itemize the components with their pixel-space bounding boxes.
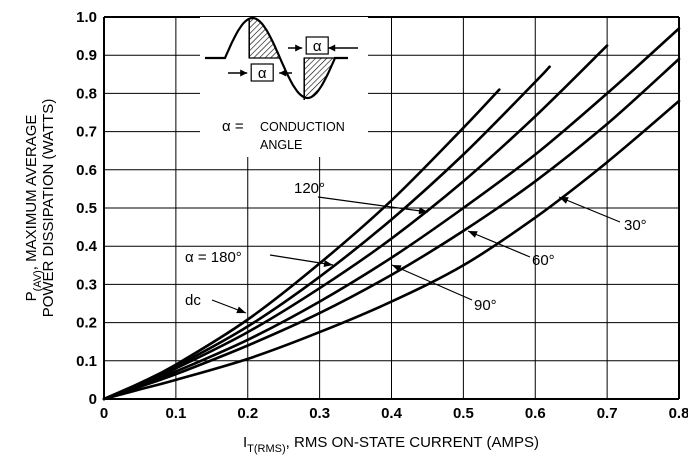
x-axis-title: IT(RMS), RMS ON-STATE CURRENT (AMPS) (243, 434, 539, 455)
series-label-30: 30° (624, 217, 647, 234)
series-label-180-arrowhead (323, 260, 333, 267)
series-label-120-leader (317, 196, 429, 213)
y-tick-label: 0 (89, 391, 97, 408)
series-group (102, 27, 681, 401)
y-axis-title-line2: POWER DISSIPATION (WATTS) (40, 99, 57, 318)
waveform-inset: α α α = CONDUCTION ANGLE (200, 16, 368, 157)
alpha-definition-prefix: α = (222, 118, 244, 135)
series-label-30-leader (558, 196, 621, 223)
y-axis-title: P(AV), MAXIMUM AVERAGE POWER DISSIPATION … (23, 99, 57, 318)
series-label-90-leader (391, 264, 473, 301)
alpha-arrow-right-head (328, 44, 336, 52)
x-tick-label: 0 (100, 405, 108, 422)
series-label-180: α = 180° (185, 249, 242, 266)
alpha-arrow-right-head (279, 69, 287, 77)
series-label-30-arrowhead (559, 197, 569, 204)
x-tick-label: 0.3 (309, 405, 330, 422)
alpha-arrow-left-head (240, 69, 248, 77)
positive-conduction-region (248, 17, 281, 59)
series-label-180-leader (269, 254, 334, 266)
x-tick-label: 0.6 (525, 405, 546, 422)
alpha-label: α (258, 65, 267, 82)
alpha-definition-line1: CONDUCTION (260, 120, 345, 134)
y-axis-title-sub: (AV) (32, 270, 44, 291)
series-label-dc: dc (185, 292, 201, 309)
y-tick-label: 0.2 (76, 315, 97, 332)
x-axis-title-rest: , RMS ON-STATE CURRENT (AMPS) (286, 434, 539, 451)
grid (103, 16, 680, 400)
alpha-arrow-left-head (295, 44, 303, 52)
y-tick-label: 0.7 (76, 124, 97, 141)
alpha-label: α (313, 38, 322, 55)
y-tick-label: 0.3 (76, 276, 97, 293)
axis-titles: IT(RMS), RMS ON-STATE CURRENT (AMPS) P(AV… (23, 99, 539, 455)
series-line-3 (102, 27, 681, 401)
inset-background (200, 17, 368, 157)
series-line-2 (102, 44, 609, 401)
y-axis-title-main: P (23, 291, 40, 301)
x-tick-label: 0.2 (237, 405, 258, 422)
alpha-box (250, 63, 274, 82)
x-tick-label: 0.4 (381, 405, 403, 422)
series-line-4 (102, 57, 681, 401)
series-label-60-arrowhead (468, 231, 478, 238)
y-tick-label: 0.1 (76, 353, 97, 370)
series-line-5 (102, 99, 681, 401)
curve-annotations: dc α = 180° 120° 90° 60° 30° (185, 180, 647, 314)
y-axis-title-rest: , MAXIMUM AVERAGE (23, 115, 40, 271)
alpha-box (305, 36, 329, 55)
series-label-60-leader (467, 230, 531, 258)
x-tick-label: 0.7 (597, 405, 618, 422)
x-tick-label: 0.8 (669, 405, 688, 422)
x-tick-label: 0.1 (165, 405, 186, 422)
y-tick-label: 0.6 (76, 162, 97, 179)
y-axis-title-line1: P(AV), MAXIMUM AVERAGE (23, 115, 44, 302)
series-label-120: 120° (294, 180, 325, 197)
x-axis-title-main: I (243, 434, 247, 451)
series-label-90: 90° (474, 297, 497, 314)
y-tick-label: 1.0 (76, 9, 97, 26)
series-label-120-arrowhead (418, 207, 428, 215)
series-label-90-arrowhead (392, 265, 402, 272)
tick-labels: 0 0.1 0.2 0.3 0.4 0.5 0.6 0.7 0.8 0 0.1 0.2 0.3 0.4 0.… (76, 9, 688, 422)
y-tick-label: 0.5 (76, 200, 97, 217)
y-tick-label: 0.4 (76, 238, 98, 255)
negative-conduction-region (303, 57, 336, 99)
alpha-definition-line2: ANGLE (260, 138, 302, 152)
x-axis-title-sub: T(RMS) (247, 443, 286, 455)
y-tick-label: 0.9 (76, 47, 97, 64)
x-tick-label: 0.5 (453, 405, 474, 422)
series-label-60: 60° (532, 252, 555, 269)
series-label-dc-arrowhead (236, 306, 246, 314)
y-tick-label: 0.8 (76, 85, 97, 102)
